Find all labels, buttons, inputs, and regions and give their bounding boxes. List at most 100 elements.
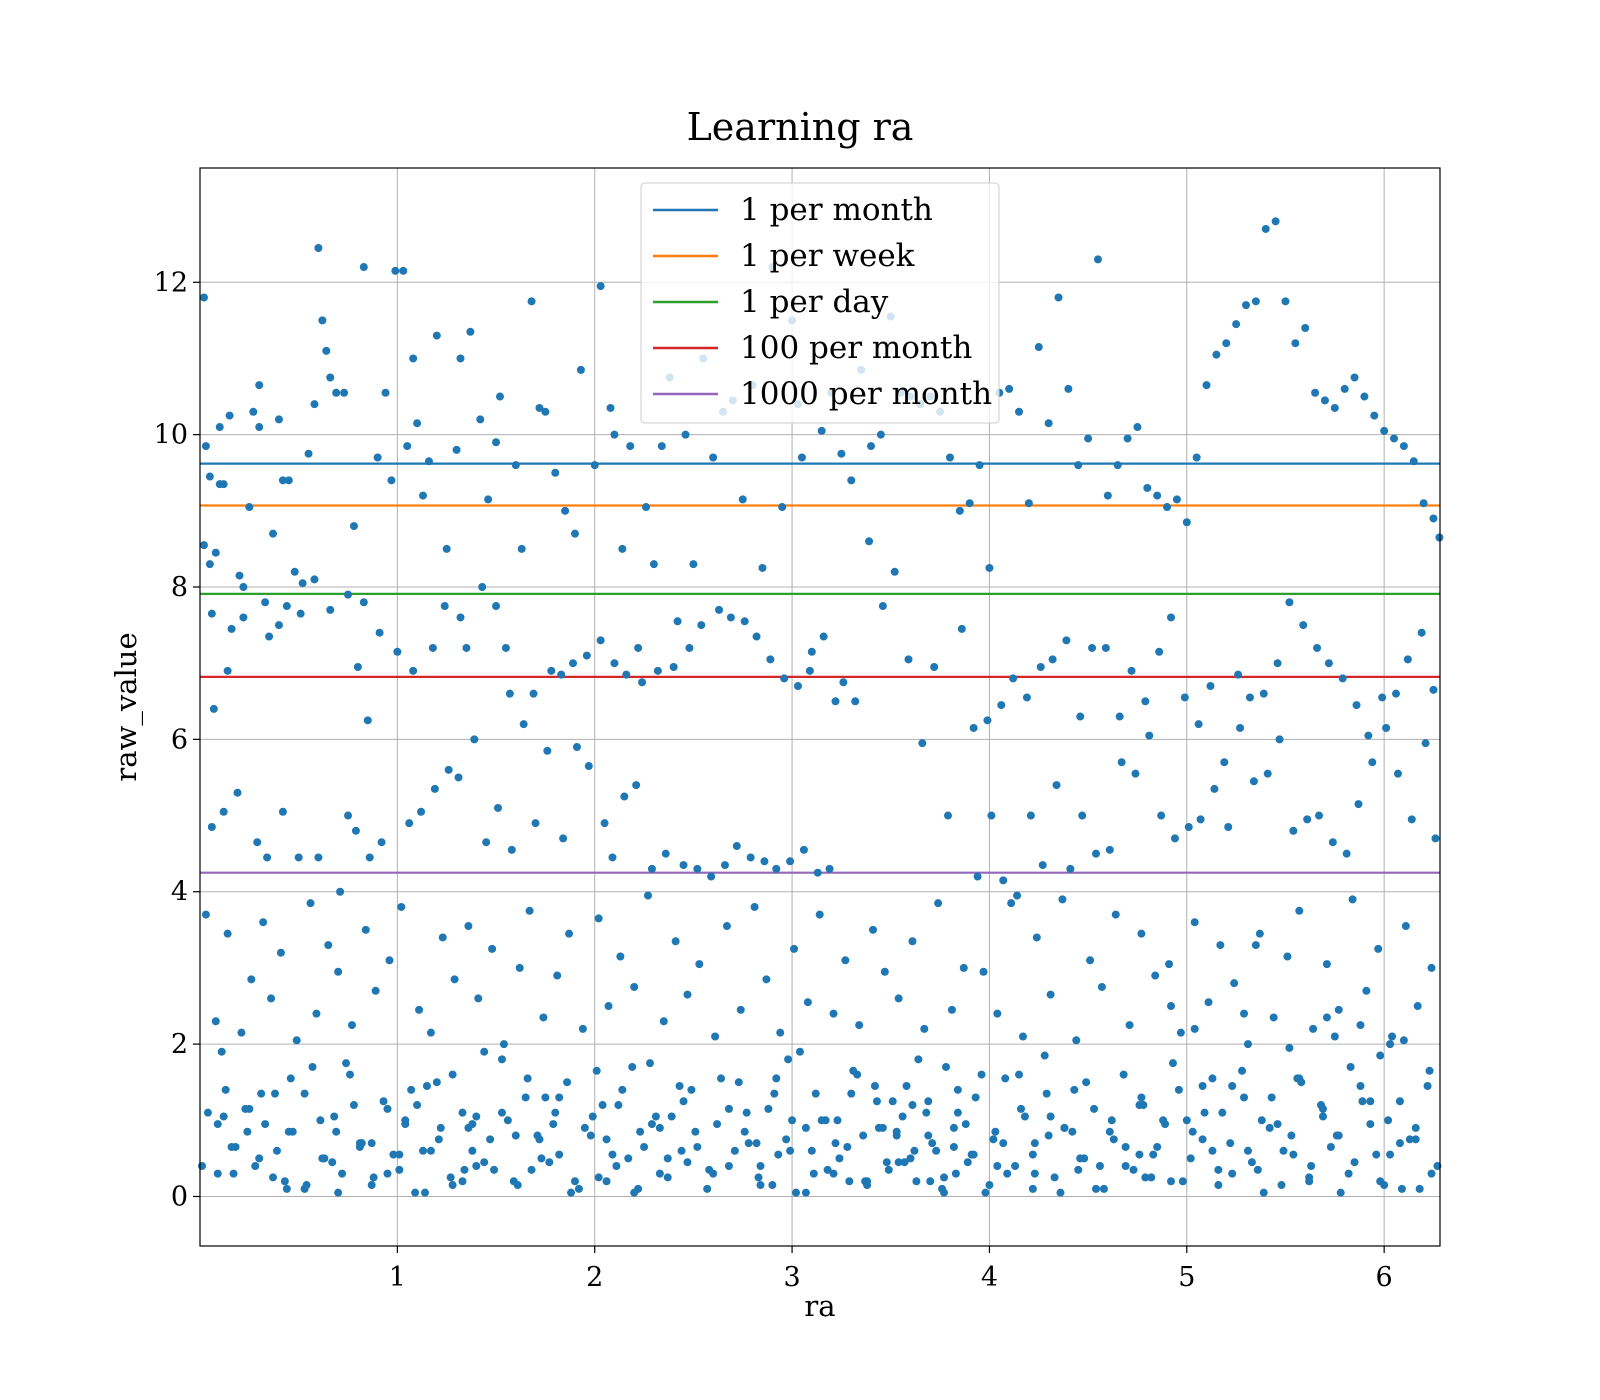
scatter-point	[780, 674, 789, 683]
scatter-point	[1234, 670, 1243, 679]
scatter-point	[908, 937, 917, 946]
scatter-point	[823, 1165, 832, 1174]
scatter-point	[1259, 689, 1268, 698]
scatter-point	[308, 1062, 317, 1071]
scatter-point	[349, 1101, 358, 1110]
scatter-point	[1165, 960, 1174, 969]
scatter-point	[876, 430, 885, 439]
scatter-point	[809, 1169, 818, 1178]
x-tick-label: 1	[389, 1262, 406, 1293]
scatter-point	[636, 1127, 645, 1136]
scatter-point	[1121, 1162, 1130, 1171]
scatter-point	[1382, 723, 1391, 732]
scatter-point	[403, 442, 412, 451]
scatter-point	[606, 403, 615, 412]
scatter-point	[1236, 723, 1245, 732]
scatter-point	[1411, 1135, 1420, 1144]
scatter-point	[537, 1154, 546, 1163]
scatter-point	[436, 1123, 445, 1132]
scatter-point	[604, 1002, 613, 1011]
scatter-point	[1216, 941, 1225, 950]
scatter-point	[1328, 838, 1337, 847]
scatter-point	[1064, 384, 1073, 393]
scatter-point	[229, 1169, 238, 1178]
scatter-point	[199, 293, 208, 302]
scatter-point	[521, 1093, 530, 1102]
scatter-point	[679, 861, 688, 870]
scatter-point	[697, 621, 706, 630]
scatter-point	[669, 663, 678, 672]
scatter-point	[1384, 1116, 1393, 1125]
x-tick-label: 6	[1376, 1262, 1393, 1293]
scatter-point	[959, 963, 968, 972]
scatter-point	[752, 632, 761, 641]
scatter-point	[1251, 297, 1260, 306]
scatter-point	[993, 1009, 1002, 1018]
scatter-point	[942, 1062, 951, 1071]
scatter-point	[865, 537, 874, 546]
scatter-point	[205, 472, 214, 481]
scatter-point	[997, 701, 1006, 710]
scatter-point	[592, 1066, 601, 1075]
scatter-point	[1028, 1150, 1037, 1159]
scatter-point	[644, 891, 653, 900]
scatter-point	[1137, 929, 1146, 938]
scatter-point	[458, 1108, 467, 1117]
scatter-point	[328, 1158, 337, 1167]
scatter-point	[870, 1082, 879, 1091]
scatter-point	[792, 1188, 801, 1197]
scatter-point	[833, 1116, 842, 1125]
scatter-point	[983, 716, 992, 725]
scatter-point	[1167, 1177, 1176, 1186]
scatter-point	[1309, 1024, 1318, 1033]
scatter-point	[545, 1158, 554, 1167]
scatter-point	[316, 1116, 325, 1125]
scatter-point	[570, 529, 579, 538]
scatter-point	[395, 1165, 404, 1174]
scatter-point	[205, 560, 214, 569]
scatter-point	[1362, 986, 1371, 995]
scatter-point	[1044, 419, 1053, 428]
scatter-point	[1431, 834, 1440, 843]
scatter-point	[647, 864, 656, 873]
scatter-point	[795, 1047, 804, 1056]
scatter-point	[849, 1066, 858, 1075]
scatter-point	[1172, 495, 1181, 504]
scatter-point	[1342, 849, 1351, 858]
scatter-point	[649, 560, 658, 569]
scatter-point	[561, 506, 570, 515]
scatter-point	[261, 598, 270, 607]
scatter-point	[1214, 1165, 1223, 1174]
scatter-point	[1022, 693, 1031, 702]
scatter-point	[928, 1139, 937, 1148]
scatter-point	[894, 994, 903, 1003]
scatter-point	[797, 453, 806, 462]
scatter-point	[632, 781, 641, 790]
scatter-point	[1147, 1173, 1156, 1182]
scatter-point	[829, 1009, 838, 1018]
scatter-point	[1200, 1108, 1209, 1117]
scatter-point	[267, 994, 276, 1003]
scatter-point	[624, 1154, 633, 1163]
scatter-point	[344, 590, 353, 599]
scatter-point	[1082, 1078, 1091, 1087]
y-tick-label: 6	[171, 724, 188, 755]
legend-label: 1 per day	[740, 284, 889, 320]
scatter-point	[1109, 1135, 1118, 1144]
scatter-point	[239, 583, 248, 592]
scatter-point	[1429, 685, 1438, 694]
scatter-point	[1255, 929, 1264, 938]
scatter-point	[1230, 979, 1239, 988]
scatter-point	[555, 1093, 564, 1102]
scatter-point	[1190, 1024, 1199, 1033]
scatter-point	[480, 1158, 489, 1167]
scatter-point	[912, 1177, 921, 1186]
scatter-point	[1305, 1173, 1314, 1182]
scatter-point	[1318, 1112, 1327, 1121]
scatter-point	[227, 624, 236, 633]
scatter-point	[1352, 701, 1361, 710]
scatter-point	[351, 826, 360, 835]
scatter-point	[768, 1181, 777, 1190]
scatter-point	[1313, 643, 1322, 652]
scatter-point	[347, 1021, 356, 1030]
